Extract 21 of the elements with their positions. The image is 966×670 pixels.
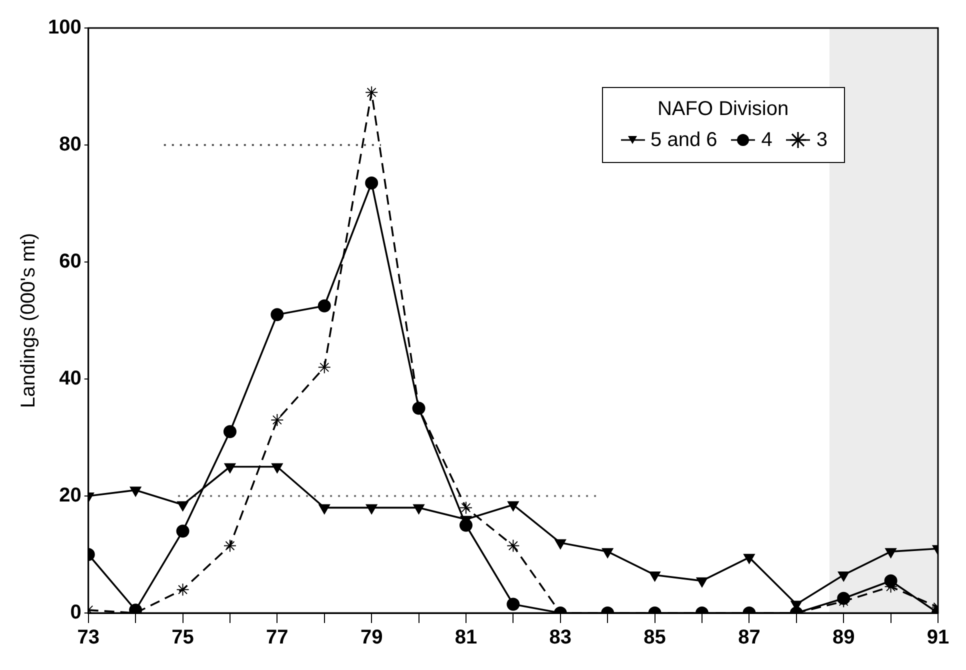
y-tick-label: 80 — [59, 134, 82, 156]
y-tick-label: 100 — [48, 16, 82, 39]
x-tick-label: 85 — [644, 626, 666, 649]
x-tick-label: 79 — [360, 626, 383, 649]
x-tick-label: 87 — [738, 626, 760, 649]
y-axis-title: Landings (000's mt) — [18, 232, 40, 408]
y-tick-label: 40 — [59, 368, 82, 390]
legend-title: NAFO Division — [656, 98, 790, 120]
x-tick-label: 77 — [266, 626, 288, 649]
x-tick-label: 81 — [454, 626, 478, 649]
y-tick-label: 20 — [59, 484, 82, 507]
x-tick-label: 75 — [172, 626, 194, 649]
legend-label: 5 and 6 — [650, 128, 718, 151]
x-tick-label: 83 — [549, 626, 572, 649]
x-tick-label: 73 — [77, 626, 100, 649]
y-tick-label: 60 — [59, 250, 82, 273]
legend-label: 4 — [761, 128, 772, 151]
x-tick-label: 91 — [926, 626, 950, 649]
y-tick-label: 0 — [70, 602, 82, 624]
x-tick-label: 89 — [832, 626, 855, 649]
legend-label: 3 — [816, 128, 828, 151]
